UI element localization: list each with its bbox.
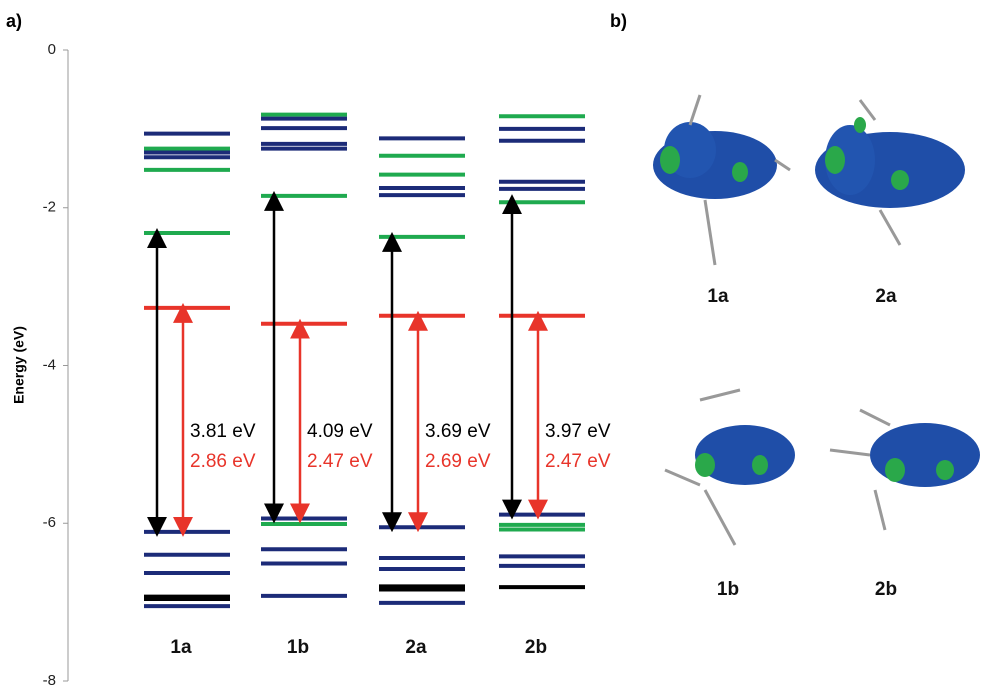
y-tick-label: 0 <box>48 41 56 58</box>
orbital-label: 1a <box>707 286 729 307</box>
gap-label: 3.69 eV <box>425 421 491 442</box>
y-axis-label: Energy (eV) <box>11 326 27 404</box>
gap-label: 4.09 eV <box>307 421 373 442</box>
gap-label: 3.97 eV <box>545 421 611 442</box>
orbital-2b <box>830 410 980 530</box>
gap-label: 2.69 eV <box>425 451 491 472</box>
gap-label: 2.86 eV <box>190 451 256 472</box>
orbital-1a <box>653 95 790 265</box>
orbital-2a <box>815 100 965 245</box>
figure: a) b) Energy (eV) 0 -2 -4 -6 -8 1a 3.81 eV 2.86… <box>0 0 981 688</box>
category-label: 1a <box>170 637 192 658</box>
category-label: 2a <box>405 637 427 658</box>
y-tick-label: -4 <box>43 356 56 373</box>
panel-label: a) <box>6 11 22 31</box>
category-label: 1b <box>287 637 309 658</box>
y-tick-label: -2 <box>43 199 56 216</box>
category-label: 2b <box>525 637 547 658</box>
orbital-1b <box>665 390 795 545</box>
panel-label: b) <box>610 11 627 31</box>
orbital-label: 2a <box>875 286 897 307</box>
gap-label: 2.47 eV <box>307 451 373 472</box>
orbital-label: 2b <box>875 579 897 600</box>
gap-label: 3.81 eV <box>190 421 256 442</box>
y-tick-label: -8 <box>43 672 56 688</box>
orbital-images <box>653 95 980 545</box>
y-tick-label: -6 <box>43 514 56 531</box>
gap-label: 2.47 eV <box>545 451 611 472</box>
orbital-label: 1b <box>717 579 739 600</box>
